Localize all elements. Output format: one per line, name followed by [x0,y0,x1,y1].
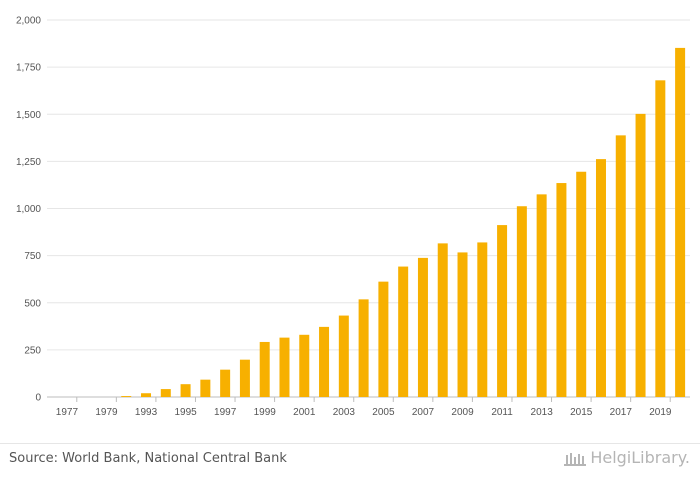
brand-name: HelgiLibrary. [590,448,690,467]
bar-2010[interactable] [477,242,488,397]
bar-2000[interactable] [279,337,290,397]
bar-chart: 0 250 500 750 1,000 1,250 1,500 1,750 2,000 1977… [16,16,690,418]
bar-2011[interactable] [497,225,508,397]
bar-2004[interactable] [358,299,369,397]
bar-2012[interactable] [516,206,527,397]
bar-2013[interactable] [536,194,547,397]
x-tick-label: 2017 [610,407,633,418]
bar-1997[interactable] [220,369,231,397]
bar-2006[interactable] [398,266,409,397]
gridlines [47,19,690,398]
y-axis-ticks: 0 250 500 750 1,000 1,250 1,500 1,750 2,000 [16,16,41,404]
x-tick-label: 1995 [174,407,197,418]
bar-2016[interactable] [595,159,606,397]
y-tick-label: 500 [24,298,41,309]
x-tick-label: 2009 [451,407,474,418]
bar-2001[interactable] [299,334,310,397]
bar-1998[interactable] [239,359,250,397]
y-tick-label: 750 [24,251,41,262]
bar-2018[interactable] [635,113,646,398]
bar-1999[interactable] [259,341,270,397]
x-tick-label: 1993 [135,407,158,418]
x-tick-label: 2001 [293,407,316,418]
bar-1993[interactable] [141,393,152,397]
x-axis-ticks: 1977 1979 1993 1995 1997 1999 2001 2003 2005 2007… [56,397,672,418]
y-tick-label: 1,500 [16,110,41,121]
bar-2017[interactable] [615,135,626,397]
footer-divider [0,443,700,444]
bar-2015[interactable] [576,171,587,397]
bars [121,47,686,398]
x-tick-label: 2019 [649,407,672,418]
x-tick-label: 2007 [412,407,435,418]
x-tick-label: 2003 [333,407,356,418]
bar-2007[interactable] [417,257,428,397]
bar-2005[interactable] [378,281,389,397]
library-building-icon [564,452,587,466]
x-tick-label: 2015 [570,407,593,418]
y-tick-label: 1,750 [16,63,41,74]
y-tick-label: 2,000 [16,16,41,27]
x-tick-label: 2011 [491,407,513,418]
x-tick-label: 2005 [372,407,395,418]
bar-2003[interactable] [338,315,349,397]
bar-2020[interactable] [675,47,686,397]
bar-2019[interactable] [655,80,666,397]
y-tick-label: 1,250 [16,157,41,168]
bar-1994[interactable] [160,389,171,397]
y-tick-label: 250 [24,345,41,356]
bar-2002[interactable] [319,326,330,397]
x-tick-label: 1979 [95,407,118,418]
bar-1995[interactable] [180,384,191,397]
x-tick-label: 1977 [56,407,79,418]
bar-1980[interactable] [121,396,132,397]
bar-2014[interactable] [556,183,567,397]
bar-2009[interactable] [457,252,468,397]
bar-1996[interactable] [200,379,211,397]
source-note: Source: World Bank, National Central Ban… [9,451,287,466]
bar-2008[interactable] [437,243,448,397]
helgilibrary-logo[interactable]: HelgiLibrary. [563,448,690,467]
x-tick-label: 2013 [531,407,554,418]
x-tick-label: 1997 [214,407,237,418]
y-tick-label: 1,000 [16,204,41,215]
x-tick-label: 1999 [254,407,277,418]
y-tick-label: 0 [35,393,41,404]
